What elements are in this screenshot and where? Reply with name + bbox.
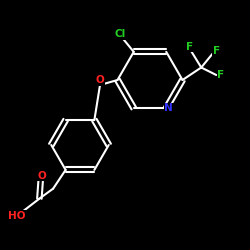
Text: F: F <box>213 46 220 56</box>
Text: F: F <box>217 70 224 80</box>
Text: O: O <box>96 75 104 85</box>
Text: N: N <box>164 103 173 113</box>
Text: F: F <box>186 42 194 52</box>
Text: O: O <box>38 171 46 181</box>
Text: HO: HO <box>8 211 26 221</box>
Text: Cl: Cl <box>114 29 126 39</box>
